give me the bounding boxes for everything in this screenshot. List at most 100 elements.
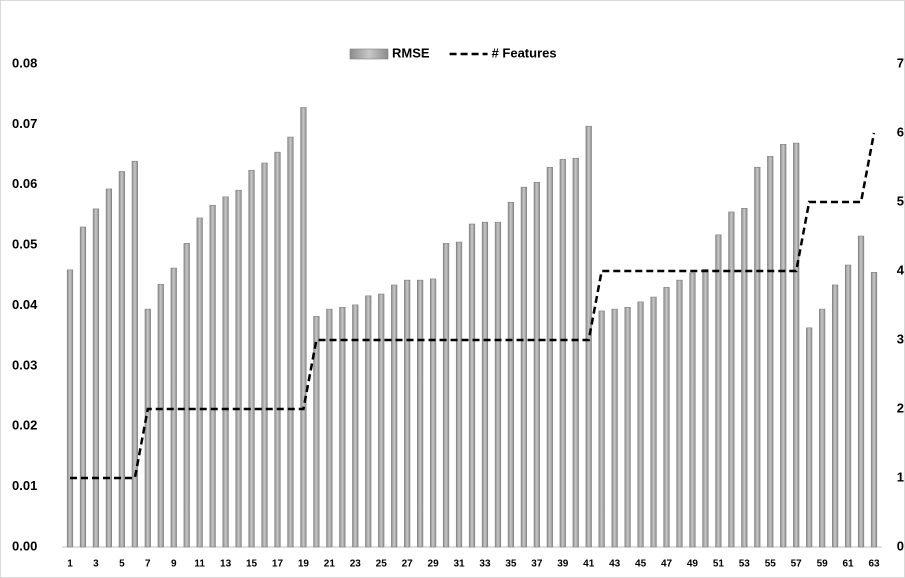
- bar: [728, 211, 735, 548]
- y2-tick-label: 2: [897, 400, 904, 415]
- bar: [429, 278, 437, 548]
- bar: [442, 243, 450, 548]
- bar: [131, 160, 138, 548]
- x-tick-label: 43: [609, 559, 621, 570]
- x-tick-label: 41: [583, 559, 595, 570]
- bar: [494, 221, 502, 548]
- y2-tick-label: 7: [897, 55, 904, 70]
- y2-tick-label: 5: [897, 193, 904, 208]
- y-tick-label: 0.07: [12, 116, 37, 131]
- bar: [831, 284, 839, 548]
- x-tick-label: 25: [376, 559, 388, 570]
- x-tick-label: 9: [171, 559, 177, 570]
- bar: [520, 186, 527, 548]
- x-tick-label: 63: [868, 559, 880, 570]
- x-tick-label: 45: [635, 559, 647, 570]
- legend-label: RMSE: [392, 45, 430, 60]
- y-tick-label: 0.06: [12, 176, 37, 191]
- y-tick-label: 0.03: [12, 357, 37, 372]
- bar: [287, 136, 294, 548]
- y2-tick-label: 3: [897, 331, 904, 346]
- bar: [611, 308, 618, 548]
- x-tick-label: 27: [402, 559, 414, 570]
- bar: [870, 271, 878, 548]
- x-tick-label: 17: [272, 559, 284, 570]
- bar: [689, 272, 696, 548]
- bar: [92, 208, 100, 548]
- y2-tick-label: 0: [897, 538, 904, 553]
- x-tick-label: 59: [817, 559, 829, 570]
- bar: [806, 327, 813, 548]
- bar: [417, 279, 424, 548]
- bar: [507, 201, 515, 548]
- bar: [391, 284, 398, 548]
- bar: [598, 310, 605, 548]
- x-tick-label: 19: [298, 559, 310, 570]
- x-tick-label: 7: [145, 559, 151, 570]
- x-tick-label: 31: [453, 559, 465, 570]
- bar: [533, 182, 540, 548]
- bar: [118, 171, 125, 548]
- x-tick-label: 47: [661, 559, 673, 570]
- bar: [481, 221, 489, 548]
- x-tick-label: 53: [739, 559, 751, 570]
- bar: [793, 142, 800, 548]
- bar: [572, 157, 579, 548]
- x-tick-label: 37: [531, 559, 543, 570]
- bar: [844, 264, 852, 548]
- x-tick-label: 1: [67, 559, 73, 570]
- legend-swatch: [349, 48, 389, 60]
- bar: [222, 196, 229, 548]
- bar: [352, 304, 359, 548]
- bar: [157, 284, 164, 548]
- x-tick-label: 49: [687, 559, 699, 570]
- x-tick-label: 61: [843, 559, 855, 570]
- bar: [819, 308, 826, 548]
- bar: [105, 188, 113, 548]
- bar: [676, 279, 683, 548]
- bar: [663, 287, 670, 548]
- bar: [650, 296, 657, 548]
- line: [70, 132, 876, 480]
- bar: [780, 143, 787, 548]
- bar: [339, 307, 346, 548]
- bar: [144, 308, 151, 548]
- x-tick-label: 13: [220, 559, 232, 570]
- bar: [196, 217, 203, 548]
- bar: [66, 269, 74, 548]
- x-tick-label: 15: [246, 559, 258, 570]
- y-tick-label: 0.08: [12, 55, 37, 70]
- x-tick-label: 39: [557, 559, 569, 570]
- bar: [300, 107, 307, 548]
- x-tick-label: 11: [194, 559, 205, 570]
- bar: [313, 316, 320, 548]
- x-tick-label: 3: [93, 559, 99, 570]
- y2-tick-label: 4: [897, 262, 905, 277]
- bar: [261, 162, 268, 548]
- bar: [754, 166, 761, 548]
- bar: [248, 169, 255, 548]
- bar: [637, 301, 644, 548]
- x-tick-label: 35: [505, 559, 517, 570]
- x-tick-label: 23: [350, 559, 362, 570]
- y-tick-label: 0.05: [12, 237, 37, 252]
- y-tick-label: 0.00: [12, 538, 37, 553]
- bar: [170, 267, 177, 548]
- bar: [624, 307, 631, 548]
- bar: [235, 189, 242, 548]
- bar: [715, 234, 722, 548]
- bar: [183, 243, 190, 548]
- bar: [559, 159, 566, 548]
- bar: [857, 235, 865, 548]
- legend-label: # Features: [492, 45, 557, 60]
- bar: [404, 279, 411, 548]
- bar: [767, 156, 774, 548]
- x-tick-label: 5: [119, 559, 125, 570]
- y2-tick-label: 1: [897, 469, 904, 484]
- bar: [468, 223, 476, 548]
- bar: [455, 241, 463, 548]
- bar: [378, 293, 385, 548]
- bar: [326, 308, 333, 548]
- bar: [365, 295, 372, 548]
